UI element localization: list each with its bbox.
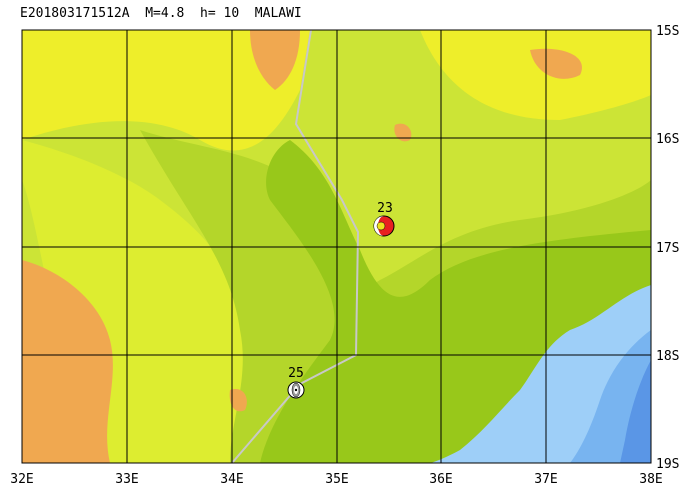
lat-label: 15S bbox=[656, 24, 679, 39]
map-title: E201803171512A M=4.8 h= 10 MALAWI bbox=[20, 6, 302, 21]
lon-label: 37E bbox=[534, 472, 557, 487]
latitude-labels: 15S 16S 17S 18S 19S bbox=[656, 24, 679, 472]
focal-mechanism: 25 bbox=[287, 366, 305, 399]
lon-label: 35E bbox=[325, 472, 348, 487]
event-label: 23 bbox=[377, 201, 393, 216]
graticule bbox=[21, 29, 652, 464]
lat-label: 19S bbox=[656, 457, 679, 472]
lon-label: 34E bbox=[220, 472, 243, 487]
event-label: 25 bbox=[288, 366, 304, 381]
lat-label: 17S bbox=[656, 241, 679, 256]
lat-label: 18S bbox=[656, 349, 679, 364]
lon-label: 33E bbox=[115, 472, 138, 487]
lat-label: 16S bbox=[656, 132, 679, 147]
focal-mechanism: 23 bbox=[373, 201, 395, 237]
lon-label: 36E bbox=[429, 472, 452, 487]
lon-label: 38E bbox=[639, 472, 662, 487]
lon-label: 32E bbox=[10, 472, 33, 487]
longitude-labels: 32E 33E 34E 35E 36E 37E 38E bbox=[10, 472, 662, 487]
